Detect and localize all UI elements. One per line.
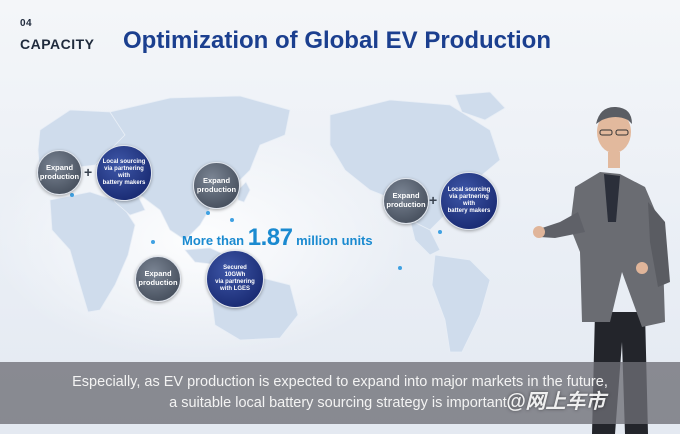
watermark-logo: @网上车市 bbox=[506, 391, 606, 413]
southeast-asia-expand-production-bubble: Expand production bbox=[135, 256, 181, 302]
bubble-label: Local sourcing via partnering with batte… bbox=[102, 159, 146, 186]
caption-line-2: a suitable local battery sourcing strate… bbox=[169, 395, 511, 411]
bubble-label: Expand production bbox=[196, 175, 237, 194]
bubble-label: Local sourcing via partnering with batte… bbox=[447, 187, 491, 214]
caption-bar bbox=[0, 362, 680, 424]
caption-line-1: Especially, as EV production is expected… bbox=[72, 374, 608, 390]
bubble-label: Expand production bbox=[386, 191, 426, 209]
capacity-suffix: million units bbox=[292, 233, 373, 248]
southeast-asia-lges-bubble: Secured 10GWh via partnering with LGES bbox=[206, 250, 264, 308]
europe-local-sourcing-bubble: Local sourcing via partnering with batte… bbox=[96, 145, 152, 201]
north-america-local-sourcing-bubble: Local sourcing via partnering with batte… bbox=[440, 172, 498, 230]
capacity-prefix: More than bbox=[182, 233, 248, 248]
bubble-label: Expand production bbox=[138, 269, 178, 287]
bubble-label: Secured 10GWh via partnering with LGES bbox=[215, 265, 255, 292]
section-number: 04 bbox=[20, 18, 33, 29]
section-name: CAPACITY bbox=[20, 36, 95, 52]
asia-expand-production-bubble: Expand production bbox=[193, 162, 240, 209]
production-capacity-headline: More than 1.87 million units bbox=[182, 224, 373, 252]
capacity-value: 1.87 bbox=[247, 224, 293, 251]
plus-sign: + bbox=[84, 164, 93, 180]
europe-expand-production-bubble: Expand production bbox=[37, 150, 82, 195]
north-america-expand-production-bubble: Expand production bbox=[383, 178, 429, 224]
slide-title: Optimization of Global EV Production bbox=[123, 27, 551, 54]
bubble-label: Expand production bbox=[39, 162, 80, 181]
plus-sign: + bbox=[429, 192, 438, 208]
